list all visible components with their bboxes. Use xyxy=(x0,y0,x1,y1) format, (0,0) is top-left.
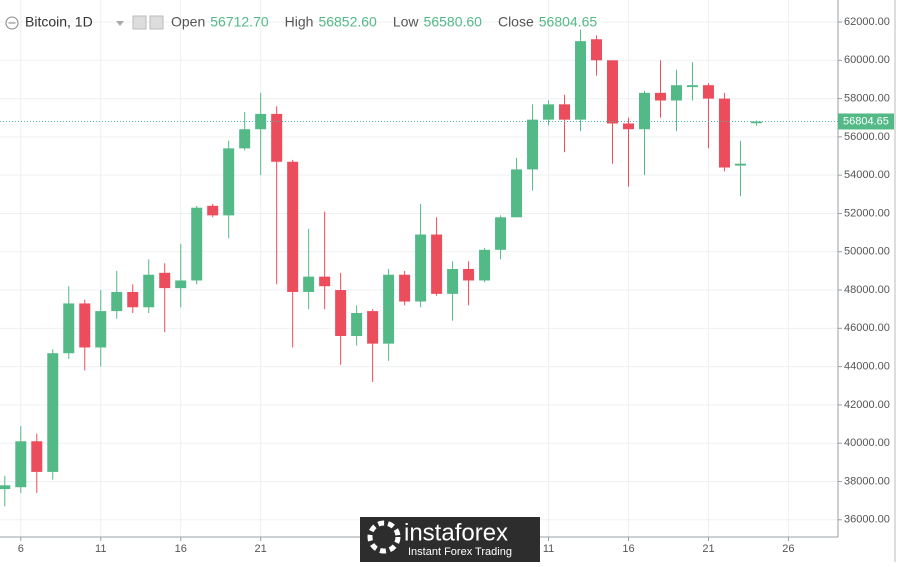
candle-body xyxy=(591,39,603,61)
candle-body xyxy=(191,207,203,281)
y-tick-label: 60000.00 xyxy=(844,54,890,66)
candle-body xyxy=(607,60,619,124)
watermark: instaforex Instant Forex Trading xyxy=(360,517,540,562)
header-value: 56712.70 xyxy=(210,14,269,30)
candle-body xyxy=(47,353,59,472)
candle-body xyxy=(702,85,714,99)
header-label: Low xyxy=(393,14,420,30)
legend-header: Bitcoin, 1D Open 56712.70 High 56852.60 Low 5… xyxy=(5,14,598,30)
symbol: Bitcoin, 1D xyxy=(25,14,93,30)
y-tick-label: 62000.00 xyxy=(844,16,890,28)
watermark-logo xyxy=(367,520,401,554)
watermark-tagline: Instant Forex Trading xyxy=(408,546,512,558)
x-tick-label: 21 xyxy=(702,543,714,555)
collapse-icon[interactable] xyxy=(5,16,19,30)
x-tick-label: 16 xyxy=(622,543,634,555)
y-tick-label: 38000.00 xyxy=(844,475,890,487)
candle-body xyxy=(0,485,11,490)
candle-body xyxy=(239,129,251,149)
candle-body xyxy=(527,119,539,170)
x-tick-label: 16 xyxy=(175,543,187,555)
watermark-brand: instaforex xyxy=(404,519,508,546)
candle-body xyxy=(15,441,27,488)
candle-body xyxy=(543,104,555,120)
candle-body xyxy=(255,113,267,130)
header-value: 56852.60 xyxy=(318,14,377,30)
y-tick-label: 56000.00 xyxy=(844,131,890,143)
y-tick-label: 58000.00 xyxy=(844,92,890,104)
dropdown[interactable] xyxy=(116,21,124,26)
candle-body xyxy=(223,148,235,216)
candle-body xyxy=(559,104,571,120)
y-tick-label: 42000.00 xyxy=(844,399,890,411)
settings-icon[interactable] xyxy=(132,15,147,30)
header-label: Open xyxy=(171,14,205,30)
header-value: 56580.60 xyxy=(424,14,483,30)
candle-body xyxy=(431,234,443,294)
candle-body xyxy=(623,123,634,130)
candle-body xyxy=(670,85,682,101)
y-tick-label: 44000.00 xyxy=(844,361,890,373)
candle-body xyxy=(143,274,155,308)
x-tick-label: 11 xyxy=(95,543,106,555)
candle-body xyxy=(127,291,139,308)
y-tick-label: 52000.00 xyxy=(844,207,890,219)
candle-body xyxy=(415,234,427,302)
candle-body xyxy=(575,41,587,120)
candle-body xyxy=(479,249,491,281)
candle-body xyxy=(686,85,698,88)
candle-body xyxy=(207,205,219,216)
candle-body xyxy=(638,92,650,130)
candle-body xyxy=(111,291,123,312)
candle-body xyxy=(63,303,75,354)
candle-body xyxy=(750,121,762,124)
candles xyxy=(0,29,838,507)
candle-body xyxy=(31,441,43,472)
y-tick-label: 40000.00 xyxy=(844,437,890,449)
candle-body xyxy=(303,276,315,292)
y-tick-label: 46000.00 xyxy=(844,322,890,334)
candle-body xyxy=(335,290,347,336)
candle-body xyxy=(511,169,523,218)
candle-body xyxy=(351,313,363,336)
candle-body xyxy=(95,311,107,348)
header-label: Close xyxy=(498,14,534,30)
grid xyxy=(0,0,838,537)
y-tick-label: 54000.00 xyxy=(844,169,890,181)
candle-body xyxy=(654,92,666,101)
y-tick-label: 48000.00 xyxy=(844,284,890,296)
x-tick-label: 26 xyxy=(782,543,794,555)
header-label: High xyxy=(285,14,314,30)
last-price-label: 56804.65 xyxy=(843,115,889,127)
candle-body xyxy=(463,268,475,281)
candle-body xyxy=(79,303,91,348)
candle-body xyxy=(271,113,283,162)
visibility-icon[interactable] xyxy=(149,15,164,30)
candle-body xyxy=(287,161,299,292)
candle-body xyxy=(399,274,411,302)
y-tick-label: 36000.00 xyxy=(844,514,890,526)
candle-body xyxy=(734,163,746,166)
candle-body xyxy=(718,98,730,168)
last-price-tag xyxy=(838,113,894,130)
x-tick-label: 6 xyxy=(18,543,24,555)
candle-body xyxy=(367,311,379,344)
candle-body xyxy=(495,217,507,250)
x-tick-label: 11 xyxy=(543,543,554,555)
candle-body xyxy=(175,280,187,289)
candle-body xyxy=(319,276,331,287)
y-tick-label: 50000.00 xyxy=(844,246,890,258)
candle-body xyxy=(383,274,395,344)
header-value: 56804.65 xyxy=(539,14,598,30)
candle-body xyxy=(159,272,171,289)
candle-body xyxy=(447,268,459,294)
x-tick-label: 21 xyxy=(255,543,267,555)
